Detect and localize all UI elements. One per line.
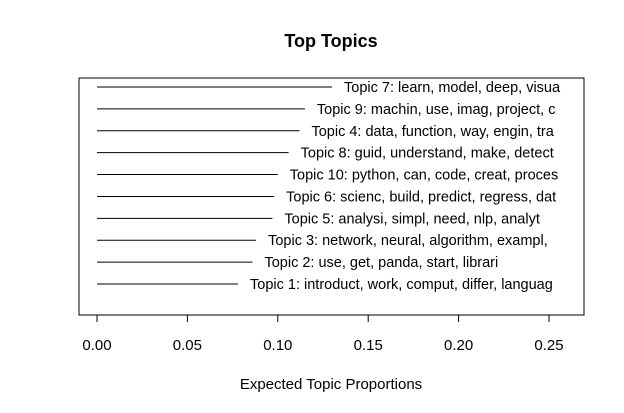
x-axis: 0.00 0.05 0.10 0.15 0.20 0.25: [82, 315, 564, 354]
topic-label: Topic 5: analysi, simpl, need, nlp, anal…: [284, 211, 539, 227]
topic-label: Topic 8: guid, understand, make, detect: [301, 146, 554, 162]
topic-label: Topic 6: scienc, build, predict, regress…: [286, 189, 556, 205]
topic-label: Topic 7: learn, model, deep, visua: [344, 80, 561, 96]
topic-label: Topic 4: data, function, way, engin, tra: [311, 124, 554, 140]
topic-label: Topic 2: use, get, panda, start, librari: [264, 255, 498, 271]
topic-label: Topic 3: network, neural, algorithm, exa…: [268, 233, 548, 249]
x-tick-label: 0.10: [263, 337, 292, 354]
x-tick-label: 0.05: [173, 337, 202, 354]
x-axis-label: Expected Topic Proportions: [240, 376, 422, 393]
chart-title: Top Topics: [284, 31, 377, 51]
topic-label: Topic 9: machin, use, imag, project, c: [317, 102, 556, 118]
plot-frame: [78, 77, 585, 316]
x-tick-label: 0.00: [82, 337, 111, 354]
plot-marks: Topic 1: introduct, work, comput, differ…: [97, 80, 561, 293]
topic-label: Topic 10: python, can, code, creat, proc…: [290, 168, 558, 184]
x-tick-label: 0.20: [444, 337, 473, 354]
topic-label: Topic 1: introduct, work, comput, differ…: [250, 277, 553, 293]
x-tick-label: 0.25: [534, 337, 563, 354]
x-tick-label: 0.15: [354, 337, 383, 354]
